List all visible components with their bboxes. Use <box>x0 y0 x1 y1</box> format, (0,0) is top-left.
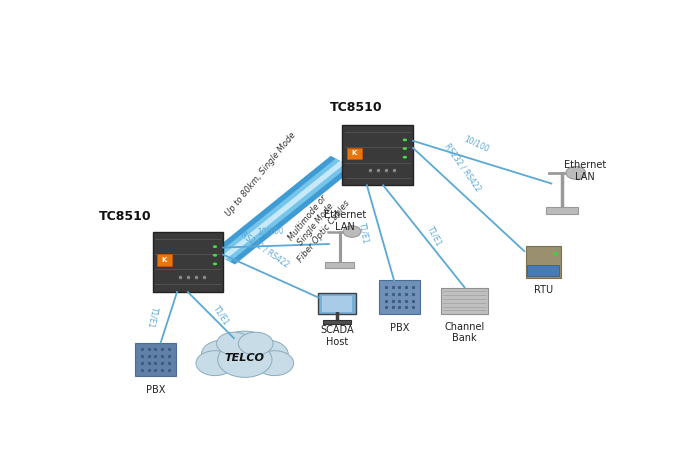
FancyBboxPatch shape <box>342 125 413 185</box>
Text: T1/E1: T1/E1 <box>358 221 370 244</box>
Text: PBX: PBX <box>390 323 409 333</box>
FancyBboxPatch shape <box>322 296 352 311</box>
Circle shape <box>256 351 294 376</box>
Circle shape <box>402 139 407 141</box>
Circle shape <box>566 166 585 179</box>
Circle shape <box>402 156 407 158</box>
FancyBboxPatch shape <box>318 293 356 315</box>
Circle shape <box>213 262 217 265</box>
FancyBboxPatch shape <box>323 320 351 324</box>
Text: Ethernet
LAN: Ethernet LAN <box>324 210 366 231</box>
Circle shape <box>245 340 288 369</box>
Text: K: K <box>351 150 357 156</box>
Text: RTU: RTU <box>533 285 553 295</box>
FancyBboxPatch shape <box>546 207 578 214</box>
FancyBboxPatch shape <box>527 265 559 276</box>
Text: Multimode or
Single Mode
Fiber Optic Cables: Multimode or Single Mode Fiber Optic Cab… <box>279 185 351 264</box>
Text: RS232 / RS422: RS232 / RS422 <box>239 230 291 270</box>
Text: PBX: PBX <box>146 385 165 395</box>
Circle shape <box>553 252 558 255</box>
FancyBboxPatch shape <box>442 287 488 314</box>
Text: TC8510: TC8510 <box>330 101 382 114</box>
Circle shape <box>343 226 360 237</box>
Text: K: K <box>162 257 167 263</box>
Text: TELCO: TELCO <box>225 353 265 363</box>
FancyBboxPatch shape <box>135 343 176 377</box>
Circle shape <box>213 245 217 248</box>
Text: T1/E1: T1/E1 <box>212 304 232 327</box>
Circle shape <box>202 340 245 369</box>
FancyBboxPatch shape <box>153 231 223 292</box>
Text: 10/100: 10/100 <box>463 134 491 153</box>
FancyBboxPatch shape <box>379 280 420 314</box>
Text: TC8510: TC8510 <box>99 210 152 223</box>
FancyBboxPatch shape <box>325 262 354 268</box>
FancyBboxPatch shape <box>346 147 362 159</box>
Polygon shape <box>220 161 345 260</box>
Polygon shape <box>216 158 349 262</box>
Text: 10/100: 10/100 <box>257 226 284 237</box>
FancyBboxPatch shape <box>526 246 561 278</box>
Circle shape <box>238 332 273 355</box>
Polygon shape <box>211 156 354 265</box>
Circle shape <box>196 351 234 376</box>
Text: Up to 80km, Single Mode: Up to 80km, Single Mode <box>224 131 298 219</box>
FancyBboxPatch shape <box>157 254 172 266</box>
Text: SCADA
Host: SCADA Host <box>320 325 354 346</box>
Circle shape <box>216 332 251 355</box>
Text: T1/E1: T1/E1 <box>426 225 444 248</box>
Circle shape <box>402 147 407 150</box>
Circle shape <box>213 254 217 257</box>
Circle shape <box>218 342 272 377</box>
Text: RS232 / RS422: RS232 / RS422 <box>443 142 483 193</box>
Text: T1/E1: T1/E1 <box>146 306 159 328</box>
Text: Channel
Bank: Channel Bank <box>444 322 484 343</box>
Circle shape <box>218 331 272 367</box>
Text: Ethernet
LAN: Ethernet LAN <box>564 160 606 182</box>
